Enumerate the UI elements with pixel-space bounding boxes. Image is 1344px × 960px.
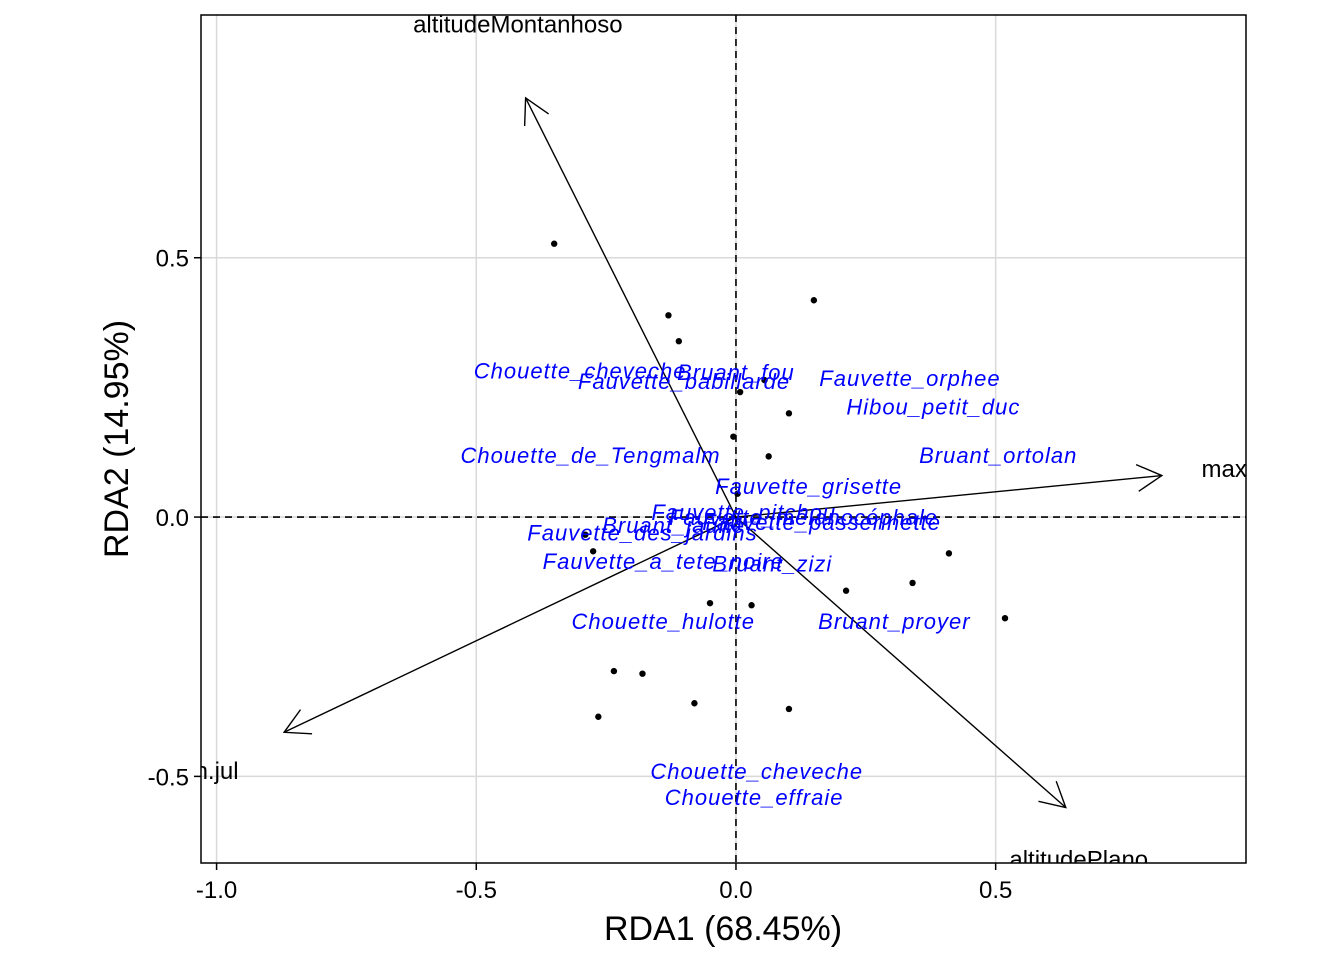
site-point [665,312,672,319]
site-point [595,713,602,720]
species-label: Fauvette_des_jardins [527,521,757,546]
plot-border [200,14,1247,864]
species-label: Bruant_proyer [818,609,971,634]
species-label: Fauvette_grisette [715,474,902,499]
species-label: Fauvette_pitchou [651,500,836,525]
site-point [639,670,646,677]
y-axis-ticks: -0.5 0.0 0.5 [148,246,201,791]
vector-arrows [282,96,1164,809]
vector-arrow-head [282,709,313,735]
site-point [582,531,589,538]
y-tick-label: 0.5 [156,246,189,273]
species-label: Chouette_hulotte [571,609,755,634]
y-axis-title: RDA2 (14.95%) [98,320,136,558]
site-point [550,240,558,247]
site-point [785,705,793,713]
plot-content: Chouette_chevecheBruant_fouFauvette_babi… [195,11,1247,873]
species-label: Chouette_cheveche [650,759,863,784]
site-point [610,667,618,675]
x-axis-title: RDA1 (68.45%) [604,910,842,948]
site-point [945,550,953,557]
species-label: Fauvette_babillarde [578,369,790,394]
site-point [765,453,772,460]
site-point [748,602,755,609]
species-label: Fauvette_a_tete_noire [543,549,784,574]
site-point [761,376,768,384]
site-point [730,433,737,440]
vector-arrow-shaft [735,516,1067,809]
vector-arrow-shaft [524,97,737,518]
x-tick-label: 0.0 [719,877,752,904]
site-point [734,490,741,497]
species-label: Bruant_jaune [602,513,745,538]
species-label: Fauvette_passerinette [702,510,941,535]
species-label: Fauvette_mélanocéphale [669,505,938,530]
vector-labels: altitudeMontanhoso max altitudePlano n.jul [195,11,1247,873]
vector-arrow-head [1038,780,1067,809]
site-point [736,388,744,396]
y-tick-label: -0.5 [148,764,189,791]
vector-label: n.jul [195,758,239,785]
species-label: Bruant_ortolan [919,443,1077,468]
species-label: Hibou_petit_duc [846,395,1020,420]
plot-background [201,15,1246,863]
vector-label: max [1202,456,1247,483]
vector-arrow-head [1135,463,1164,492]
site-point [675,338,683,345]
vector-arrow-shaft [735,474,1162,518]
vector-arrow-shaft [283,516,737,733]
site-point [1001,614,1009,622]
x-axis-ticks: -1.0 -0.5 0.0 0.5 [196,863,1012,904]
site-point [785,410,793,417]
site-points [550,240,1009,720]
site-point [691,700,698,707]
site-point [589,548,597,555]
species-label: Fauvette_orphee [819,366,1000,391]
site-point [909,579,916,587]
species-label: Chouette_de_Tengmalm [460,443,720,468]
species-labels: Chouette_chevecheBruant_fouFauvette_babi… [460,358,1077,810]
x-tick-label: 0.5 [979,877,1012,904]
vector-label: altitudePlano [1009,846,1148,873]
site-point [842,587,850,594]
x-tick-label: -0.5 [456,877,497,904]
reference-lines [201,15,1246,863]
species-label: Bruant_fou [677,360,795,385]
vector-arrow-head [523,96,550,126]
species-label: Chouette_effraie [665,785,844,810]
x-tick-label: -1.0 [196,877,237,904]
species-label: Bruant_zizi [712,552,832,577]
species-label: Chouette_cheveche [474,358,687,383]
site-point [706,599,714,607]
vector-label: altitudeMontanhoso [413,11,622,38]
site-point [810,297,818,304]
y-tick-label: 0.0 [156,505,189,532]
